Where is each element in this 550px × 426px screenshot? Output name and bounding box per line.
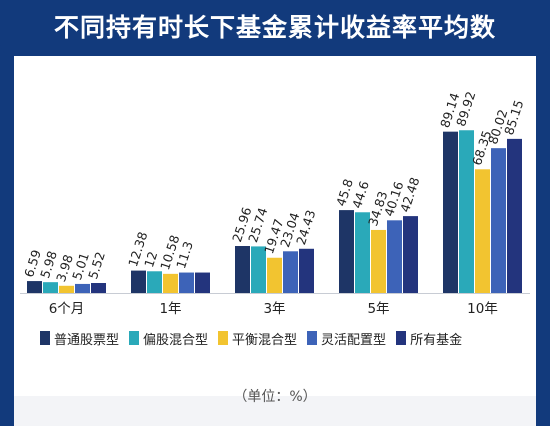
bar-1-1 bbox=[147, 271, 162, 293]
data-label-1-1: 12 bbox=[141, 249, 160, 269]
category-label-2: 3年 bbox=[263, 301, 285, 317]
bar-2-0 bbox=[235, 246, 250, 293]
unit-note: （单位：%） bbox=[233, 389, 317, 405]
chart-title: 不同持有时长下基金累计收益率平均数 bbox=[53, 13, 496, 42]
legend-item-1: 偏股混合型 bbox=[129, 329, 208, 348]
legend-label-0: 普通股票型 bbox=[54, 332, 120, 348]
bar-0-4 bbox=[91, 283, 106, 293]
data-label-4-4: 85.15 bbox=[501, 98, 526, 137]
bar-4-3 bbox=[491, 148, 506, 293]
bar-3-3 bbox=[387, 220, 402, 293]
bar-1-0 bbox=[131, 270, 146, 293]
legend-item-2: 平衡混合型 bbox=[218, 329, 297, 348]
category-label-1: 1年 bbox=[159, 301, 181, 317]
bar-1-3 bbox=[179, 272, 194, 293]
bar-0-1 bbox=[43, 282, 58, 293]
legend-swatch-1 bbox=[129, 331, 140, 345]
legend-swatch-3 bbox=[307, 331, 318, 345]
bar-1-2 bbox=[163, 273, 178, 293]
bar-1-4 bbox=[195, 272, 210, 293]
category-label-3: 5年 bbox=[367, 301, 389, 317]
bar-4-1 bbox=[459, 130, 474, 293]
data-label-3-4: 42.48 bbox=[397, 175, 422, 214]
bar-0-3 bbox=[75, 283, 90, 293]
legend-swatch-0 bbox=[40, 331, 50, 345]
category-label-4: 10年 bbox=[467, 301, 498, 317]
legend-item-0: 普通股票型 bbox=[40, 329, 119, 348]
bar-2-1 bbox=[251, 246, 266, 293]
bar-4-2 bbox=[475, 169, 490, 293]
bar-2-4 bbox=[299, 248, 314, 293]
legend-item-4: 所有基金 bbox=[396, 329, 462, 348]
bar-2-3 bbox=[283, 251, 298, 293]
bar-0-2 bbox=[59, 285, 74, 293]
frame-left-border bbox=[0, 0, 14, 426]
legend-label-2: 平衡混合型 bbox=[232, 332, 298, 348]
title-bar: 不同持有时长下基金累计收益率平均数 bbox=[0, 0, 550, 56]
legend-swatch-2 bbox=[218, 331, 229, 345]
legend-swatch-4 bbox=[396, 331, 407, 345]
legend-label-4: 所有基金 bbox=[410, 332, 463, 348]
legend-label-3: 灵活配置型 bbox=[321, 332, 387, 348]
bar-3-0 bbox=[339, 210, 354, 293]
bar-0-0 bbox=[27, 281, 42, 293]
frame-right-border bbox=[536, 0, 550, 426]
chart-panel bbox=[0, 56, 550, 396]
legend: 普通股票型 偏股混合型 平衡混合型 灵活配置型 所有基金 bbox=[40, 328, 462, 348]
bar-3-1 bbox=[355, 212, 370, 293]
bar-3-2 bbox=[371, 229, 386, 293]
legend-label-1: 偏股混合型 bbox=[143, 332, 209, 348]
bar-4-0 bbox=[443, 131, 458, 293]
bar-3-4 bbox=[403, 216, 418, 293]
bar-2-2 bbox=[267, 257, 282, 293]
category-label-0: 6个月 bbox=[49, 301, 85, 317]
bar-4-4 bbox=[507, 138, 522, 293]
legend-item-3: 灵活配置型 bbox=[307, 329, 386, 348]
